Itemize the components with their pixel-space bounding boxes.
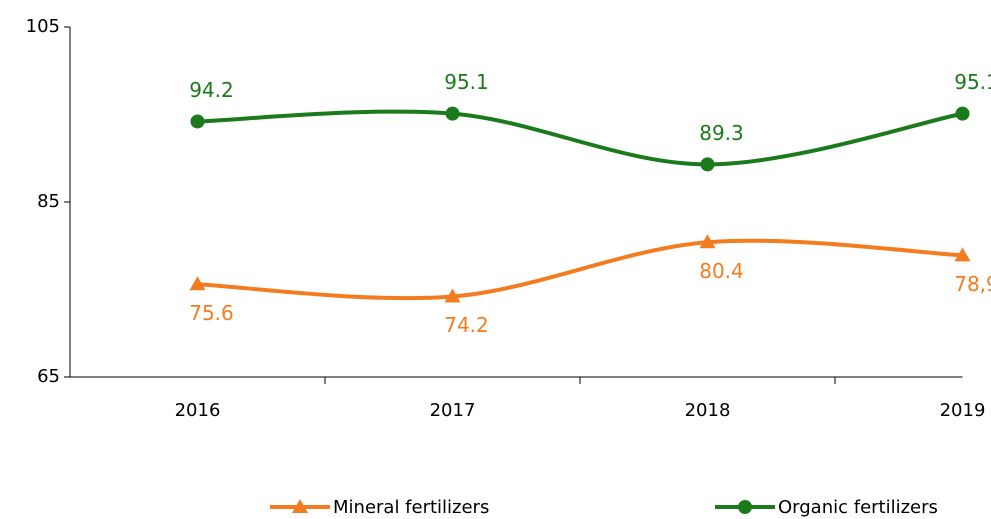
legend-marker [292, 499, 308, 513]
data-point [189, 276, 206, 291]
data-point [955, 106, 970, 121]
data-label: 94.2 [189, 78, 234, 102]
data-point [699, 234, 716, 249]
data-label: 95.1 [954, 70, 991, 94]
legend-marker [738, 500, 752, 514]
data-label: 78,9 [954, 272, 991, 296]
data-point [954, 247, 971, 262]
data-label: 74.2 [444, 313, 489, 337]
legend-label: Organic fertilizers [778, 497, 938, 518]
data-label: 95.1 [444, 70, 489, 94]
series-line [197, 109, 963, 167]
data-point [445, 106, 460, 121]
legend-label: Mineral fertilizers [333, 497, 489, 518]
series-line [197, 238, 963, 301]
data-point [444, 288, 461, 303]
data-label: 80.4 [699, 259, 744, 283]
data-label: 89.3 [699, 121, 744, 145]
x-tick-label: 2016 [175, 400, 221, 421]
y-tick-label: 65 [37, 366, 60, 387]
y-tick-label: 85 [37, 191, 60, 212]
y-tick-label: 105 [26, 16, 60, 37]
x-tick-label: 2017 [430, 400, 476, 421]
data-point [190, 114, 205, 129]
x-tick-label: 2019 [940, 400, 986, 421]
data-point [700, 157, 715, 172]
data-label: 75.6 [189, 301, 234, 325]
x-tick-label: 2018 [685, 400, 731, 421]
